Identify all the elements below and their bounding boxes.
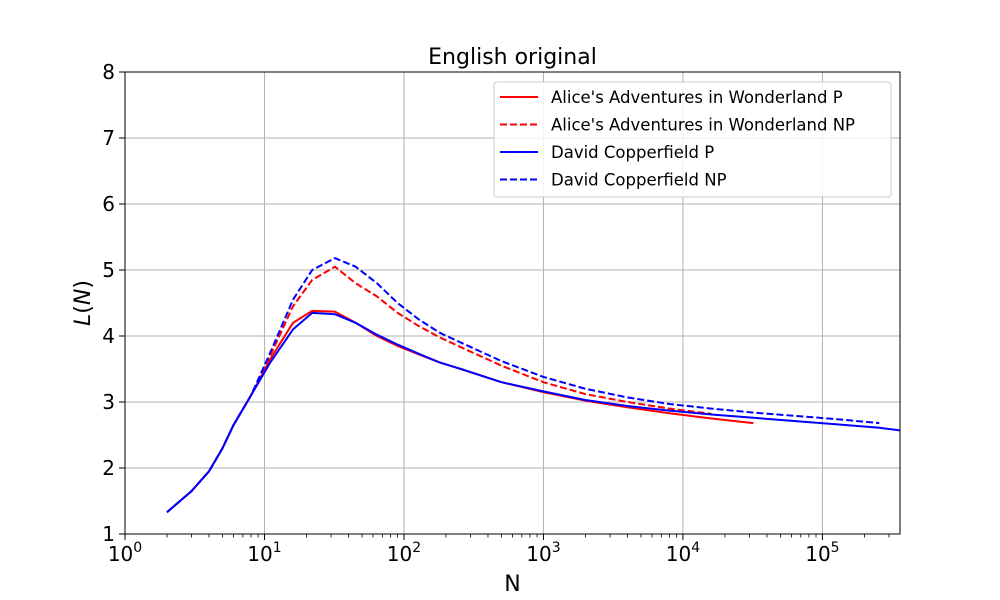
y-axis-label: L(N) bbox=[71, 280, 96, 326]
y-tick-label: 7 bbox=[102, 126, 115, 150]
chart-title: English original bbox=[428, 45, 597, 70]
legend-label-4: David Copperfield NP bbox=[551, 171, 727, 190]
x-axis-label: N bbox=[504, 572, 520, 597]
y-tick-label: 5 bbox=[102, 258, 115, 282]
y-tick-label: 2 bbox=[102, 456, 115, 480]
legend-box bbox=[493, 81, 892, 198]
y-tick-label: 3 bbox=[102, 390, 115, 414]
x-tick-label: 100 bbox=[108, 540, 142, 566]
legend-label-3: David Copperfield P bbox=[551, 143, 714, 162]
series-line-4 bbox=[166, 257, 880, 513]
y-tick-label: 4 bbox=[102, 324, 115, 348]
legend: Alice's Adventures in Wonderland P Alice'… bbox=[493, 81, 892, 198]
legend-label-1: Alice's Adventures in Wonderland P bbox=[551, 88, 843, 107]
y-axis: 1 2 3 4 5 6 7 8 bbox=[102, 60, 125, 546]
y-tick-label: 8 bbox=[102, 60, 115, 84]
y-axis-label-var: L bbox=[71, 314, 96, 326]
y-axis-label-open: ( bbox=[71, 305, 96, 314]
x-tick-label: 101 bbox=[247, 540, 281, 566]
y-tick-label: 6 bbox=[102, 192, 115, 216]
series-line-2 bbox=[166, 265, 712, 513]
y-axis-label-close: ) bbox=[71, 280, 96, 289]
x-tick-label: 104 bbox=[666, 540, 700, 566]
series-layer bbox=[166, 257, 900, 513]
y-axis-label-arg: N bbox=[71, 289, 96, 305]
y-tick-label: 1 bbox=[102, 522, 115, 546]
legend-label-2: Alice's Adventures in Wonderland NP bbox=[551, 116, 855, 135]
x-axis: 100 101 102 103 104 105 bbox=[108, 534, 890, 566]
x-tick-label: 105 bbox=[805, 540, 839, 566]
x-tick-label: 103 bbox=[526, 540, 560, 566]
x-tick-label: 102 bbox=[387, 540, 421, 566]
